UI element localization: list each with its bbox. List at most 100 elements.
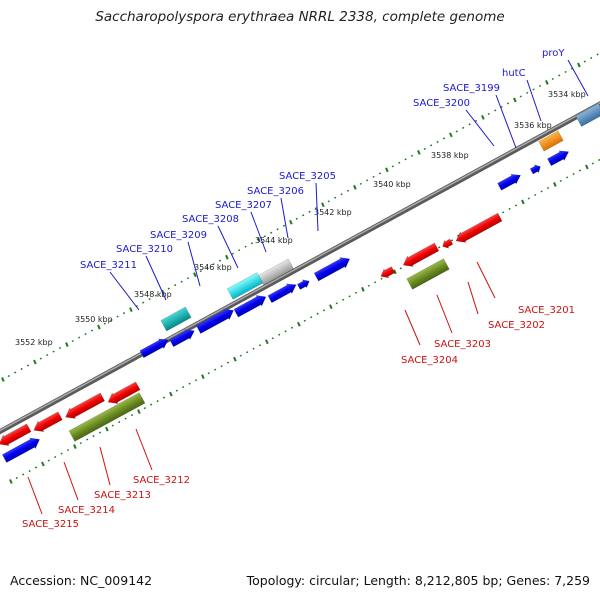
gene-label-top: SACE_3199 <box>443 83 500 94</box>
gene-label-bottom: SACE_3214 <box>58 505 115 516</box>
upper-tick-mark <box>570 67 574 70</box>
upper-tick-mark <box>58 346 62 350</box>
upper-tick-mark <box>468 123 471 126</box>
lower-tick-mark <box>348 295 351 298</box>
lower-tick-mark <box>60 452 63 455</box>
leader-line <box>109 271 140 311</box>
upper-tick-mark <box>180 280 183 283</box>
upper-tick-mark <box>308 210 311 213</box>
upper-tick-mark <box>148 298 151 301</box>
upper-tick-mark <box>78 336 81 339</box>
upper-tick-mark <box>340 193 343 196</box>
lower-tick-mark <box>73 444 77 449</box>
upper-tick-mark <box>359 182 362 185</box>
gene-SACE_3211 <box>160 306 192 332</box>
upper-tick-mark <box>366 179 369 182</box>
lower-tick-mark <box>399 267 402 270</box>
gene-SACE_3199 <box>547 150 570 167</box>
lower-tick-mark <box>546 186 550 190</box>
lower-tick-mark <box>335 302 338 305</box>
upper-tick-mark <box>474 119 478 122</box>
gene-label-bottom: SACE_3204 <box>401 355 458 366</box>
upper-tick-mark <box>551 77 554 81</box>
gene-label-top: SACE_3209 <box>150 230 207 241</box>
lower-tick-mark <box>527 197 530 200</box>
upper-tick-mark <box>314 207 318 210</box>
upper-tick-mark <box>1 377 5 382</box>
tick-label: 3534 kbp <box>548 90 586 99</box>
lower-tick-mark <box>124 417 127 420</box>
upper-tick-mark <box>244 245 247 248</box>
lower-tick-mark <box>252 347 255 350</box>
gene-SACE_3214b <box>0 423 32 446</box>
lower-tick-mark <box>297 321 301 327</box>
upper-tick-mark <box>116 315 119 318</box>
lower-tick-mark <box>374 281 377 284</box>
gene-label-bottom: SACE_3212 <box>133 475 190 486</box>
upper-tick-mark <box>564 70 567 74</box>
upper-tick-mark <box>46 353 49 357</box>
lower-tick-mark <box>322 309 326 312</box>
upper-tick-mark <box>231 252 234 255</box>
lower-tick-mark <box>246 351 249 354</box>
upper-tick-mark <box>590 56 593 60</box>
leader-line <box>187 241 201 287</box>
lower-tick-mark <box>450 239 454 242</box>
tick-label: 3546 kbp <box>194 263 232 272</box>
upper-tick-mark <box>7 374 10 378</box>
leader-line <box>135 428 153 471</box>
upper-tick-mark <box>487 112 490 115</box>
genome-backbone <box>0 101 600 435</box>
genome-summary-text: Topology: circular; Length: 8,212,805 bp… <box>246 573 590 588</box>
upper-tick-mark <box>289 219 293 225</box>
lower-tick-mark <box>105 426 109 432</box>
gene-SACE_3211b <box>139 338 169 359</box>
upper-tick-mark <box>257 237 261 243</box>
leader-line <box>217 225 239 269</box>
lower-tick-mark <box>162 396 166 399</box>
lower-tick-mark <box>354 291 358 294</box>
lower-tick-mark <box>310 316 313 319</box>
leader-line <box>250 211 267 253</box>
lower-tick-mark <box>66 448 70 452</box>
upper-tick-mark <box>295 217 298 220</box>
gene-SACE_3213 <box>65 392 105 419</box>
lower-tick-mark <box>578 169 582 172</box>
upper-tick-mark <box>90 329 94 332</box>
upper-tick-mark <box>449 132 453 138</box>
upper-tick-mark <box>545 80 549 85</box>
upper-tick-mark <box>417 149 421 155</box>
leader-line <box>280 197 289 239</box>
upper-tick-mark <box>391 165 394 168</box>
gene-proY <box>575 103 600 127</box>
leader-line <box>145 255 167 301</box>
upper-tick-mark <box>238 249 241 252</box>
gene-SACE_3210 <box>195 308 234 334</box>
upper-tick-mark <box>442 137 446 140</box>
leader-line <box>465 109 495 147</box>
upper-tick-mark <box>154 294 158 297</box>
lower-tick-mark <box>514 204 518 207</box>
lower-tick-mark <box>342 298 345 301</box>
lower-tick-mark <box>521 199 525 205</box>
upper-tick-mark <box>500 105 503 109</box>
upper-tick-mark <box>103 322 106 325</box>
lower-tick-mark <box>175 389 178 392</box>
gene-SACE_3204 <box>380 266 396 279</box>
upper-tick-mark <box>558 74 561 77</box>
upper-tick-mark <box>334 196 337 199</box>
upper-tick-mark <box>494 109 497 112</box>
lower-tick-mark <box>207 372 210 375</box>
gene-label-top: SACE_3205 <box>279 171 336 182</box>
lower-tick-mark <box>367 284 370 287</box>
upper-tick-mark <box>526 91 529 95</box>
lower-tick-mark <box>284 330 287 333</box>
upper-tick-mark <box>110 319 113 322</box>
lower-tick-mark <box>22 473 25 476</box>
gene-label-top: proY <box>542 48 565 59</box>
upper-tick-mark <box>481 115 485 120</box>
leader-line <box>476 261 496 299</box>
upper-tick-mark <box>65 342 69 347</box>
upper-tick-mark <box>186 277 190 280</box>
